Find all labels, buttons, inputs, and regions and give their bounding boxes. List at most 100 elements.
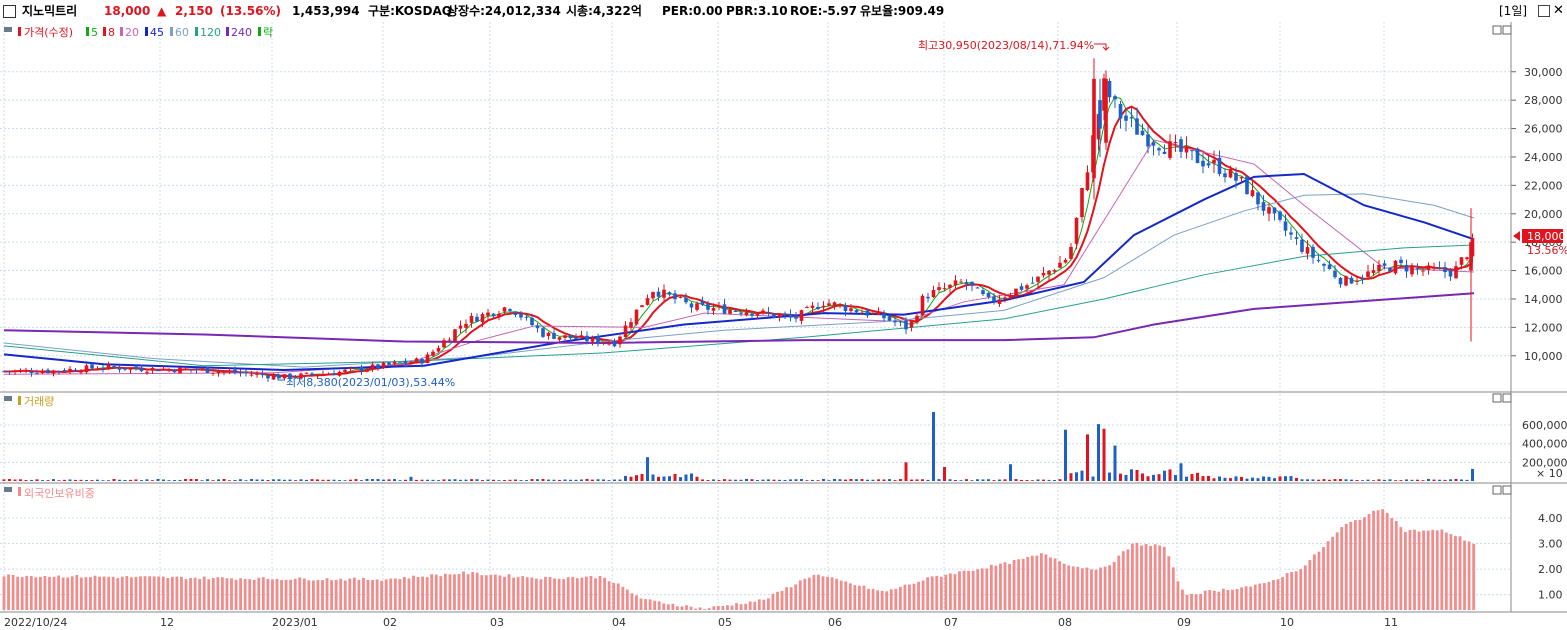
restore-icon[interactable] — [1538, 5, 1550, 17]
candle-body — [1173, 142, 1178, 144]
checkbox[interactable] — [3, 5, 16, 18]
volume-bar — [90, 480, 94, 481]
foreign-bar — [953, 574, 957, 610]
candle-body — [739, 312, 743, 314]
volume-bar — [965, 479, 968, 481]
candle-body — [1030, 282, 1035, 284]
volume-bar — [272, 479, 275, 481]
volume-bar — [976, 479, 979, 481]
candle-body — [310, 373, 314, 375]
volume-bar — [574, 479, 578, 481]
volume-bar — [618, 479, 622, 481]
volume-bar — [30, 479, 33, 481]
volume-bar — [184, 479, 187, 481]
foreign-bar — [1308, 560, 1312, 610]
foreign-bar — [1294, 571, 1298, 610]
candle-body — [62, 370, 67, 372]
volume-bar — [613, 479, 616, 481]
foreign-bar — [926, 577, 930, 610]
foreign-bar — [521, 576, 525, 610]
volume-bar — [893, 480, 897, 481]
volume-bar — [833, 479, 836, 481]
foreign-bar — [1208, 590, 1212, 610]
last-price-label: 18,000 — [1527, 230, 1566, 243]
foreign-bar — [594, 578, 597, 610]
foreign-bar — [830, 577, 834, 610]
candle-body — [447, 339, 452, 341]
candle-body — [909, 321, 914, 328]
foreign-bar — [958, 571, 961, 610]
volume-bar — [827, 480, 831, 481]
volume-bar — [277, 479, 281, 481]
candle-body — [227, 371, 232, 373]
volume-bar — [321, 479, 325, 481]
foreign-bar — [912, 583, 916, 610]
volume-bar — [1399, 480, 1403, 481]
foreign-bar — [721, 605, 725, 610]
volume-bar — [723, 479, 726, 481]
foreign-bar — [1080, 568, 1084, 610]
foreign-bar — [184, 579, 188, 610]
candle-body — [920, 295, 925, 316]
foreign-bar — [1012, 559, 1016, 610]
foreign-tick-label: 1.00 — [1538, 589, 1563, 602]
foreign-bar — [1431, 529, 1435, 610]
volume-bar — [79, 479, 83, 481]
foreign-bar — [757, 599, 761, 610]
volume-bar — [151, 480, 154, 481]
foreign-bar — [1240, 587, 1243, 610]
panel-buttons[interactable] — [1492, 25, 1512, 495]
volume-bar — [409, 476, 413, 481]
candle-body — [799, 310, 804, 321]
foreign-bar — [807, 577, 811, 610]
foreign-bar — [944, 574, 948, 610]
candle-body — [145, 371, 149, 373]
candle-body — [1190, 150, 1194, 152]
candle-body — [1382, 263, 1387, 266]
foreign-bar — [530, 577, 534, 610]
candle-body — [904, 320, 908, 330]
close-icon[interactable]: ✕ — [1553, 3, 1564, 18]
period-label[interactable]: [1일] — [1499, 4, 1528, 18]
candle-body — [381, 362, 386, 368]
volume-bar — [530, 479, 534, 481]
volume-bar — [569, 479, 572, 481]
foreign-bar — [534, 578, 538, 610]
volume-bar — [1350, 479, 1353, 481]
volume-unit: × 10 — [1536, 467, 1563, 480]
foreign-bar — [243, 578, 247, 610]
foreign-bar — [894, 588, 898, 610]
candle-body — [651, 292, 655, 299]
candle-body — [255, 373, 259, 375]
candle-body — [282, 374, 287, 379]
volume-bar — [1388, 479, 1392, 481]
volume-bar — [239, 479, 242, 481]
candle-body — [1014, 288, 1018, 297]
candle-body — [167, 369, 171, 371]
date-label: 09 — [1177, 616, 1191, 629]
candle-body — [596, 336, 600, 344]
foreign-bar — [644, 599, 647, 610]
foreign-bar — [248, 579, 252, 610]
volume-bar — [349, 479, 352, 481]
candle-body — [1366, 271, 1370, 278]
volume-bar — [420, 479, 424, 481]
candle-body — [1019, 286, 1024, 290]
volume-bar — [1328, 479, 1331, 481]
candle-body — [95, 369, 100, 371]
foreign-bar — [207, 579, 211, 610]
foreign-bar — [980, 568, 984, 610]
volume-bar — [695, 476, 699, 481]
candle-body — [315, 375, 320, 377]
volume-bar — [294, 480, 297, 481]
volume-bar — [107, 480, 110, 481]
date-label: 12 — [160, 616, 174, 629]
foreign-bar — [139, 576, 142, 610]
volume-bars — [2, 412, 1474, 481]
candle-body — [1278, 211, 1282, 220]
legend-ma60: 60 — [175, 26, 189, 39]
foreign-bar — [1117, 555, 1121, 610]
volume-bar — [1240, 476, 1243, 481]
volume-bar — [673, 473, 677, 481]
volume-bar — [1234, 476, 1238, 481]
